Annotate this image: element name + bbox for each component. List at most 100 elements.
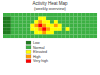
- cell: [54, 20, 58, 24]
- cell: [27, 27, 31, 31]
- cell: [7, 27, 11, 31]
- legend-label: Elevated: [33, 50, 47, 54]
- cell: [34, 34, 38, 38]
- cell: [15, 17, 19, 21]
- legend: LowNormalElevatedHighVery high: [26, 41, 48, 63]
- cell: [46, 31, 50, 35]
- cell: [3, 13, 7, 17]
- cell: [46, 24, 50, 28]
- cell: [81, 34, 85, 38]
- cell: [62, 20, 66, 24]
- cell: [70, 20, 74, 24]
- cell: [3, 34, 7, 38]
- cell: [46, 34, 50, 38]
- cell: [15, 27, 19, 31]
- legend-swatch: [26, 46, 31, 49]
- cell: [15, 34, 19, 38]
- cell: [89, 34, 93, 38]
- cell: [15, 24, 19, 28]
- cell: [46, 20, 50, 24]
- cell: [42, 24, 46, 28]
- cell: [70, 34, 74, 38]
- cell: [89, 17, 93, 21]
- cell: [42, 34, 46, 38]
- cell: [23, 17, 27, 21]
- cell: [77, 13, 81, 17]
- cell: [30, 13, 34, 17]
- cell: [85, 13, 89, 17]
- cell: [15, 31, 19, 35]
- cell: [46, 17, 50, 21]
- cell: [89, 27, 93, 31]
- legend-swatch: [26, 41, 31, 44]
- cell: [38, 27, 42, 31]
- cell: [23, 24, 27, 28]
- cell: [74, 31, 78, 35]
- cell: [77, 24, 81, 28]
- cell: [30, 20, 34, 24]
- cell: [54, 34, 58, 38]
- cell: [50, 31, 54, 35]
- cell: [3, 20, 7, 24]
- cell: [74, 24, 78, 28]
- cell: [66, 27, 70, 31]
- cell: [27, 24, 31, 28]
- cell: [66, 17, 70, 21]
- cell: [93, 34, 97, 38]
- cell: [50, 34, 54, 38]
- cell: [27, 13, 31, 17]
- cell: [3, 27, 7, 31]
- cell: [38, 13, 42, 17]
- cell: [38, 17, 42, 21]
- cell: [58, 13, 62, 17]
- cell: [66, 31, 70, 35]
- cell: [93, 20, 97, 24]
- cell: [42, 20, 46, 24]
- cell: [58, 24, 62, 28]
- cell: [62, 34, 66, 38]
- cell: [23, 20, 27, 24]
- cell: [42, 31, 46, 35]
- cell: [70, 27, 74, 31]
- cell: [7, 24, 11, 28]
- cell: [66, 24, 70, 28]
- cell: [11, 34, 15, 38]
- cell: [81, 13, 85, 17]
- cell: [30, 34, 34, 38]
- cell: [19, 20, 23, 24]
- cell: [77, 31, 81, 35]
- cell: [11, 20, 15, 24]
- cell: [42, 13, 46, 17]
- cell: [27, 20, 31, 24]
- cell: [77, 20, 81, 24]
- cell: [70, 31, 74, 35]
- cell: [23, 34, 27, 38]
- cell: [11, 31, 15, 35]
- cell: [93, 24, 97, 28]
- legend-label: High: [33, 55, 40, 59]
- cell: [7, 34, 11, 38]
- cell: [38, 34, 42, 38]
- cell: [85, 27, 89, 31]
- cell: [34, 31, 38, 35]
- cell: [58, 31, 62, 35]
- cell: [34, 17, 38, 21]
- cell: [93, 27, 97, 31]
- cell: [38, 24, 42, 28]
- cell: [30, 31, 34, 35]
- cell: [3, 24, 7, 28]
- legend-label: Low: [33, 41, 40, 45]
- cell: [15, 20, 19, 24]
- cell: [81, 24, 85, 28]
- cell: [62, 31, 66, 35]
- cell: [11, 24, 15, 28]
- legend-swatch: [26, 50, 31, 53]
- cell: [70, 24, 74, 28]
- subtitle: (weekly overview): [34, 6, 66, 11]
- cell: [27, 34, 31, 38]
- cell: [11, 13, 15, 17]
- cell: [74, 20, 78, 24]
- cell: [7, 20, 11, 24]
- cell: [85, 20, 89, 24]
- cell: [74, 27, 78, 31]
